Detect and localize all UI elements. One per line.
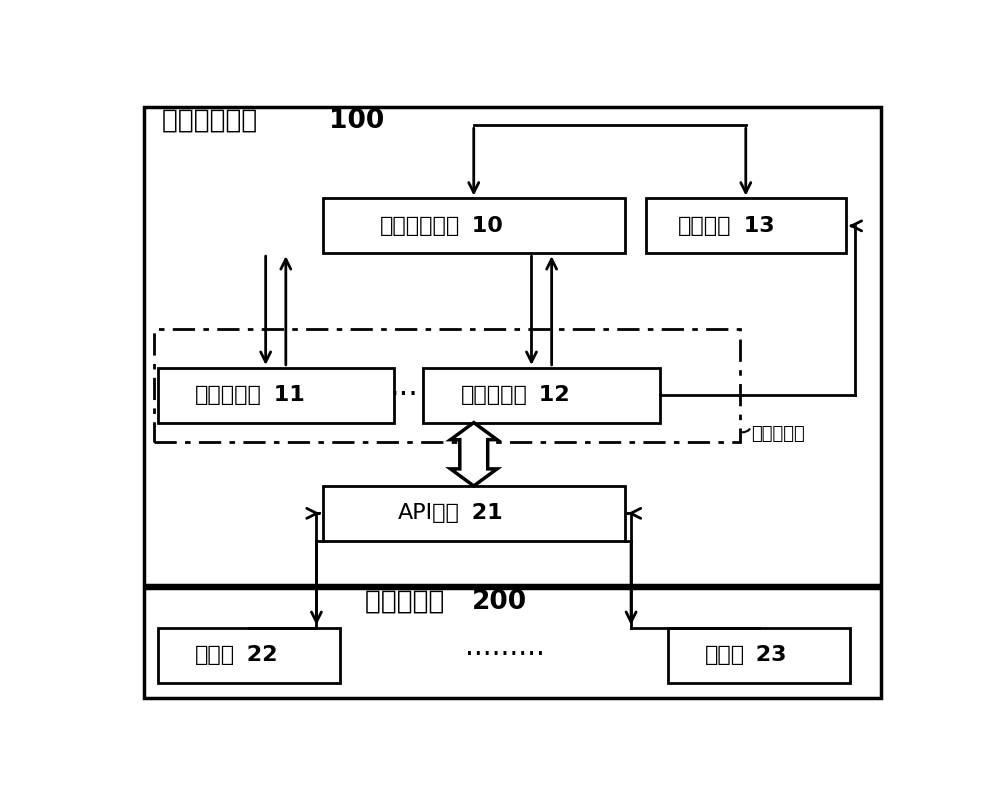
Text: 22: 22 (239, 645, 277, 665)
Text: 适配层网关: 适配层网关 (751, 426, 805, 443)
Text: 云平台: 云平台 (195, 645, 235, 665)
Polygon shape (451, 422, 497, 486)
Bar (323, 486, 625, 541)
Text: ···: ··· (390, 380, 418, 410)
Bar (158, 368, 394, 422)
Bar (158, 628, 340, 683)
Text: 11: 11 (266, 385, 304, 405)
Bar (423, 368, 660, 422)
Text: API网关: API网关 (398, 503, 460, 524)
Text: 云平台集群: 云平台集群 (365, 589, 461, 615)
Bar (323, 199, 625, 253)
Text: 缓存单元: 缓存单元 (678, 216, 732, 236)
Text: 23: 23 (748, 645, 787, 665)
Text: 12: 12 (531, 385, 570, 405)
Text: 云网关服务: 云网关服务 (195, 385, 262, 405)
Text: 100: 100 (329, 108, 384, 134)
Text: 云网关服务: 云网关服务 (461, 385, 528, 405)
Bar (144, 107, 881, 585)
Text: 多云管理平台: 多云管理平台 (162, 108, 274, 134)
Text: 云平台: 云平台 (704, 645, 745, 665)
Text: 10: 10 (464, 216, 503, 236)
Text: 200: 200 (472, 589, 527, 615)
Bar (144, 589, 881, 698)
Text: 资源服务单元: 资源服务单元 (380, 216, 460, 236)
Text: 21: 21 (464, 503, 502, 524)
Text: 13: 13 (736, 216, 774, 236)
Bar (646, 199, 846, 253)
Bar (668, 628, 850, 683)
Text: ·········: ········· (465, 642, 545, 669)
Bar (154, 329, 740, 442)
